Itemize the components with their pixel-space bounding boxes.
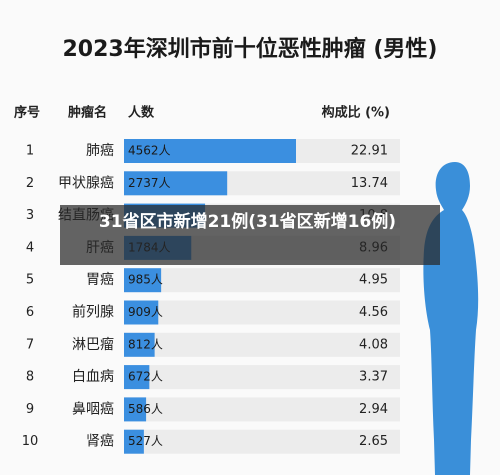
row-background: [124, 429, 400, 454]
column-header: 序号: [14, 105, 40, 121]
bar: [124, 171, 228, 196]
bar: [124, 300, 159, 325]
value-label: 812人: [128, 337, 163, 351]
share-label: 4.56: [359, 305, 388, 320]
rank: 6: [26, 305, 34, 320]
category-label: 肺癌: [86, 143, 114, 159]
chart-title: 2023年深圳市前十位恶性肿瘤 (男性): [62, 36, 437, 62]
category-label: 淋巴瘤: [72, 336, 114, 353]
rank: 10: [22, 434, 39, 449]
category-label: 前列腺: [72, 304, 114, 321]
row-background: [124, 397, 400, 422]
bar: [124, 365, 150, 390]
rank: 9: [26, 402, 34, 417]
row-background: [124, 332, 400, 357]
bar: [124, 397, 147, 422]
share-label: 22.91: [351, 144, 388, 159]
value-label: 586人: [128, 402, 163, 416]
value-label: 527人: [128, 434, 163, 448]
column-header: 人数: [128, 105, 155, 121]
bar: [124, 332, 155, 357]
category-label: 鼻咽癌: [72, 400, 114, 417]
category-label: 胃癌: [86, 272, 114, 288]
rank: 8: [26, 370, 34, 385]
bar: [124, 429, 144, 454]
row-background: [124, 268, 400, 293]
column-header: 肿瘤名: [68, 105, 107, 121]
share-label: 13.74: [351, 176, 388, 191]
caption-overlay: 31省区市新增21例(31省区新增16例): [60, 205, 440, 265]
share-label: 2.65: [359, 434, 388, 449]
bar: [124, 268, 162, 293]
column-header: 构成比 (%): [322, 105, 390, 121]
rank: 1: [26, 144, 34, 159]
rank: 5: [26, 273, 34, 288]
category-label: 肾癌: [86, 434, 114, 450]
rank: 3: [26, 208, 34, 223]
row-background: [124, 365, 400, 390]
bar: [124, 139, 296, 163]
category-label: 甲状腺癌: [58, 175, 114, 191]
share-label: 3.37: [359, 370, 388, 385]
category-label: 白血病: [72, 369, 114, 385]
share-label: 4.95: [359, 273, 388, 288]
value-label: 672人: [128, 370, 163, 384]
rank: 2: [26, 176, 34, 191]
value-label: 2737人: [128, 176, 171, 190]
rank: 7: [26, 337, 34, 352]
caption-text: 31省区市新增21例(31省区新增16例): [98, 212, 397, 232]
row-background: [124, 300, 400, 325]
value-label: 4562人: [128, 144, 171, 158]
value-label: 909人: [128, 305, 163, 319]
value-label: 985人: [128, 273, 163, 287]
rank: 4: [26, 240, 34, 255]
share-label: 2.94: [359, 402, 388, 417]
share-label: 4.08: [359, 337, 388, 352]
